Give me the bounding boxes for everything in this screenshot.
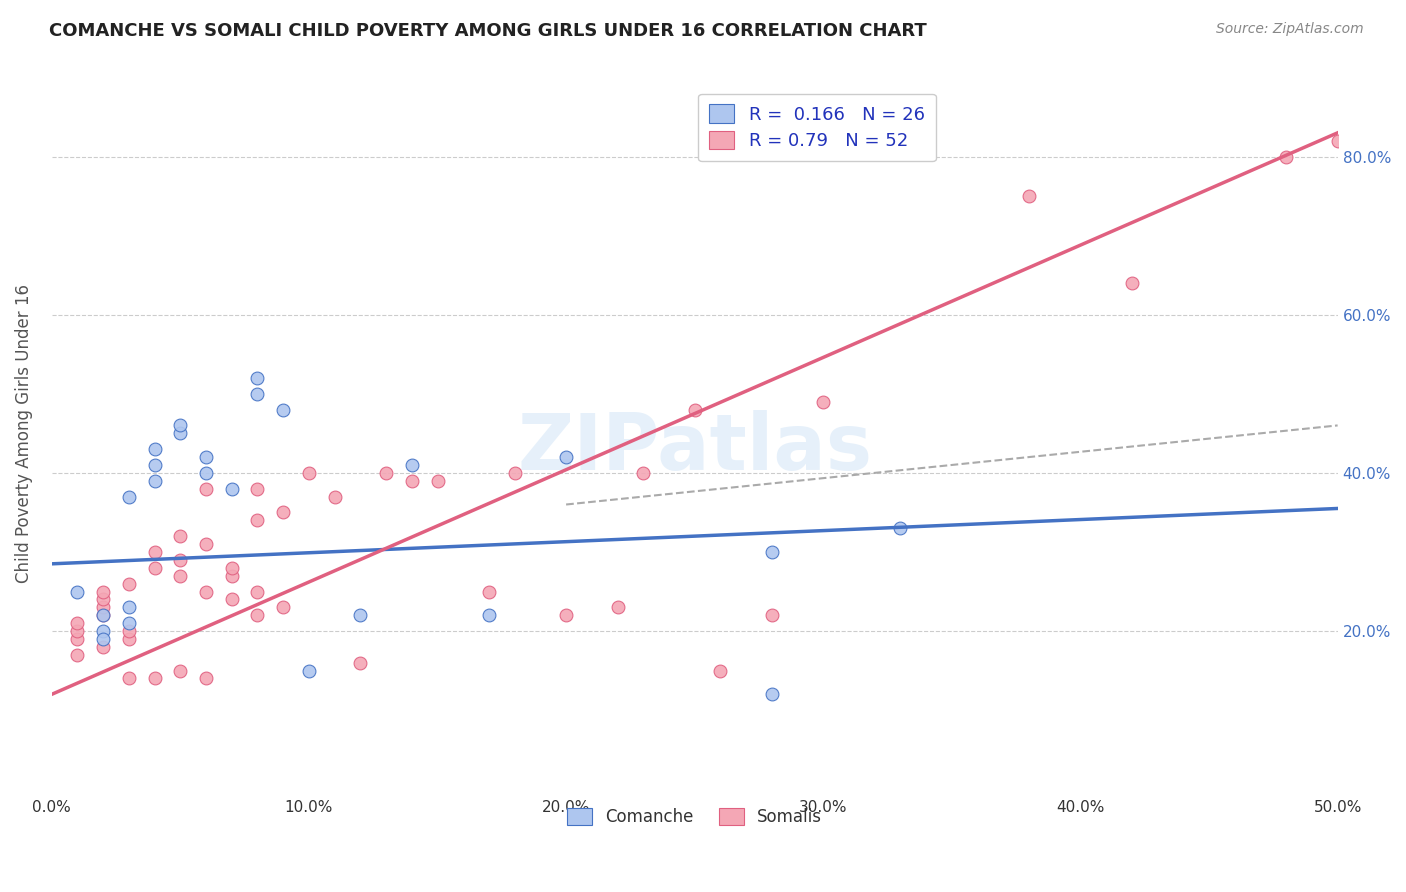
Point <box>66 632 89 646</box>
Point <box>221 568 243 582</box>
Point <box>271 402 294 417</box>
Point <box>143 672 166 686</box>
Point <box>195 584 218 599</box>
Point <box>246 482 269 496</box>
Point <box>606 600 628 615</box>
Point <box>246 584 269 599</box>
Point <box>246 371 269 385</box>
Point <box>298 664 321 678</box>
Point <box>143 561 166 575</box>
Point <box>143 474 166 488</box>
Point <box>118 616 141 631</box>
Point <box>889 521 911 535</box>
Point <box>118 624 141 638</box>
Point <box>1326 134 1348 148</box>
Legend: Comanche, Somalis: Comanche, Somalis <box>558 799 831 834</box>
Point <box>118 490 141 504</box>
Point <box>401 458 423 472</box>
Point <box>426 474 449 488</box>
Point <box>91 632 114 646</box>
Point <box>221 561 243 575</box>
Point <box>761 687 783 701</box>
Point <box>195 482 218 496</box>
Point <box>401 474 423 488</box>
Point <box>195 537 218 551</box>
Point <box>195 466 218 480</box>
Point <box>1121 276 1143 290</box>
Point <box>169 664 191 678</box>
Point <box>91 592 114 607</box>
Point <box>349 656 371 670</box>
Point <box>66 624 89 638</box>
Y-axis label: Child Poverty Among Girls Under 16: Child Poverty Among Girls Under 16 <box>15 284 32 582</box>
Point <box>66 648 89 662</box>
Point <box>221 482 243 496</box>
Point <box>1275 149 1298 163</box>
Point <box>1018 189 1040 203</box>
Point <box>91 608 114 623</box>
Point <box>813 394 835 409</box>
Point <box>246 386 269 401</box>
Point <box>298 466 321 480</box>
Point <box>169 568 191 582</box>
Point <box>761 545 783 559</box>
Point <box>195 672 218 686</box>
Point <box>169 529 191 543</box>
Point <box>66 616 89 631</box>
Point <box>91 584 114 599</box>
Point <box>169 553 191 567</box>
Point <box>221 592 243 607</box>
Point <box>478 584 501 599</box>
Point <box>555 450 578 464</box>
Point <box>246 513 269 527</box>
Point <box>91 640 114 654</box>
Point <box>118 672 141 686</box>
Point <box>323 490 346 504</box>
Text: COMANCHE VS SOMALI CHILD POVERTY AMONG GIRLS UNDER 16 CORRELATION CHART: COMANCHE VS SOMALI CHILD POVERTY AMONG G… <box>49 22 927 40</box>
Point <box>143 442 166 457</box>
Text: ZIPatlas: ZIPatlas <box>517 409 872 485</box>
Point <box>91 600 114 615</box>
Point <box>169 426 191 441</box>
Point <box>195 450 218 464</box>
Point <box>91 608 114 623</box>
Point <box>143 545 166 559</box>
Point <box>478 608 501 623</box>
Point <box>503 466 526 480</box>
Text: Source: ZipAtlas.com: Source: ZipAtlas.com <box>1216 22 1364 37</box>
Point <box>709 664 731 678</box>
Point <box>683 402 706 417</box>
Point <box>118 576 141 591</box>
Point <box>143 458 166 472</box>
Point <box>246 608 269 623</box>
Point <box>271 600 294 615</box>
Point <box>375 466 398 480</box>
Point <box>349 608 371 623</box>
Point <box>118 632 141 646</box>
Point <box>555 608 578 623</box>
Point <box>66 584 89 599</box>
Point <box>761 608 783 623</box>
Point <box>271 505 294 519</box>
Point <box>169 418 191 433</box>
Point <box>91 624 114 638</box>
Point <box>118 600 141 615</box>
Point <box>633 466 655 480</box>
